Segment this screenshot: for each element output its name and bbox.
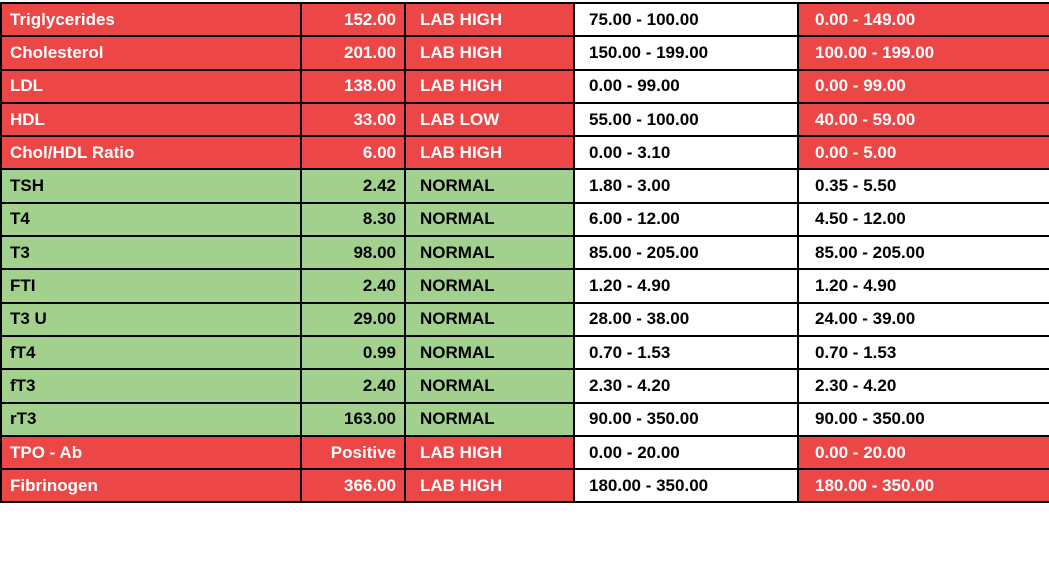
result-flag-cell: NORMAL <box>404 235 575 271</box>
optimal-range-cell: 0.00 - 99.00 <box>573 68 799 104</box>
optimal-range-cell: 180.00 - 350.00 <box>573 468 799 504</box>
table-row: TSH 2.42 NORMAL 1.80 - 3.00 0.35 - 5.50 <box>0 168 1049 204</box>
result-value-cell: 0.99 <box>300 334 406 371</box>
result-value-cell: 29.00 <box>300 301 406 337</box>
optimal-range-cell: 75.00 - 100.00 <box>573 1 799 38</box>
test-name-cell: FTI <box>0 268 302 304</box>
result-value-cell: 2.40 <box>300 368 406 404</box>
table-row: T3 U 29.00 NORMAL 28.00 - 38.00 24.00 - 39.0… <box>0 301 1049 337</box>
table-row: HDL 33.00 LAB LOW 55.00 - 100.00 40.00 - 59.… <box>0 101 1049 138</box>
result-value-cell: 163.00 <box>300 401 406 437</box>
optimal-range-cell: 85.00 - 205.00 <box>573 235 799 271</box>
optimal-range-cell: 1.20 - 4.90 <box>573 268 799 304</box>
standard-range-cell: 1.20 - 4.90 <box>797 268 1049 304</box>
result-flag-cell: LAB HIGH <box>404 35 575 71</box>
optimal-range-cell: 90.00 - 350.00 <box>573 401 799 437</box>
test-name-cell: TPO - Ab <box>0 434 302 471</box>
test-name-cell: Triglycerides <box>0 1 302 38</box>
test-name-cell: rT3 <box>0 401 302 437</box>
standard-range-cell: 0.35 - 5.50 <box>797 168 1049 204</box>
standard-range-cell: 100.00 - 199.00 <box>797 35 1049 71</box>
standard-range-cell: 180.00 - 350.00 <box>797 468 1049 504</box>
test-name-cell: LDL <box>0 68 302 104</box>
optimal-range-cell: 55.00 - 100.00 <box>573 101 799 138</box>
table-row: T3 98.00 NORMAL 85.00 - 205.00 85.00 - 205.0… <box>0 235 1049 271</box>
optimal-range-cell: 0.00 - 20.00 <box>573 434 799 471</box>
table-row: Triglycerides 152.00 LAB HIGH 75.00 - 100.0… <box>0 1 1049 38</box>
test-name-cell: HDL <box>0 101 302 138</box>
table-row: FTI 2.40 NORMAL 1.20 - 4.90 1.20 - 4.90 <box>0 268 1049 304</box>
test-name-cell: Fibrinogen <box>0 468 302 504</box>
result-flag-cell: NORMAL <box>404 401 575 437</box>
test-name-cell: T3 U <box>0 301 302 337</box>
result-flag-cell: LAB HIGH <box>404 135 575 171</box>
standard-range-cell: 24.00 - 39.00 <box>797 301 1049 337</box>
lab-results-table: Triglycerides 152.00 LAB HIGH 75.00 - 100.0… <box>0 1 1049 504</box>
result-value-cell: 366.00 <box>300 468 406 504</box>
result-value-cell: 8.30 <box>300 201 406 238</box>
result-flag-cell: LAB HIGH <box>404 434 575 471</box>
standard-range-cell: 4.50 - 12.00 <box>797 201 1049 238</box>
result-value-cell: 2.40 <box>300 268 406 304</box>
result-flag-cell: NORMAL <box>404 368 575 404</box>
standard-range-cell: 0.00 - 149.00 <box>797 1 1049 38</box>
standard-range-cell: 0.00 - 99.00 <box>797 68 1049 104</box>
table-row: T4 8.30 NORMAL 6.00 - 12.00 4.50 - 12.00 <box>0 201 1049 238</box>
table-row: Cholesterol 201.00 LAB HIGH 150.00 - 199.00… <box>0 35 1049 71</box>
result-value-cell: 2.42 <box>300 168 406 204</box>
optimal-range-cell: 6.00 - 12.00 <box>573 201 799 238</box>
result-value-cell: 98.00 <box>300 235 406 271</box>
test-name-cell: T4 <box>0 201 302 238</box>
test-name-cell: Cholesterol <box>0 35 302 71</box>
result-flag-cell: NORMAL <box>404 201 575 238</box>
test-name-cell: TSH <box>0 168 302 204</box>
result-value-cell: 201.00 <box>300 35 406 71</box>
result-value-cell: 138.00 <box>300 68 406 104</box>
table-row: fT4 0.99 NORMAL 0.70 - 1.53 0.70 - 1.53 <box>0 334 1049 371</box>
optimal-range-cell: 0.00 - 3.10 <box>573 135 799 171</box>
standard-range-cell: 0.00 - 20.00 <box>797 434 1049 471</box>
table-row: LDL 138.00 LAB HIGH 0.00 - 99.00 0.00 - 99.0… <box>0 68 1049 104</box>
optimal-range-cell: 2.30 - 4.20 <box>573 368 799 404</box>
result-flag-cell: NORMAL <box>404 268 575 304</box>
optimal-range-cell: 28.00 - 38.00 <box>573 301 799 337</box>
result-flag-cell: LAB HIGH <box>404 468 575 504</box>
result-flag-cell: LAB HIGH <box>404 1 575 38</box>
lab-results-body: Triglycerides 152.00 LAB HIGH 75.00 - 100.0… <box>0 1 1049 504</box>
table-row: Chol/HDL Ratio 6.00 LAB HIGH 0.00 - 3.10 0.0… <box>0 135 1049 171</box>
test-name-cell: fT4 <box>0 334 302 371</box>
result-value-cell: 152.00 <box>300 1 406 38</box>
result-flag-cell: LAB LOW <box>404 101 575 138</box>
result-flag-cell: LAB HIGH <box>404 68 575 104</box>
result-flag-cell: NORMAL <box>404 168 575 204</box>
optimal-range-cell: 150.00 - 199.00 <box>573 35 799 71</box>
table-row: Fibrinogen 366.00 LAB HIGH 180.00 - 350.00 1… <box>0 468 1049 504</box>
result-value-cell: 6.00 <box>300 135 406 171</box>
table-row: rT3 163.00 NORMAL 90.00 - 350.00 90.00 - 350… <box>0 401 1049 437</box>
test-name-cell: Chol/HDL Ratio <box>0 135 302 171</box>
result-flag-cell: NORMAL <box>404 301 575 337</box>
result-value-cell: Positive <box>300 434 406 471</box>
standard-range-cell: 0.70 - 1.53 <box>797 334 1049 371</box>
table-row: TPO - Ab Positive LAB HIGH 0.00 - 20.00 0.00… <box>0 434 1049 471</box>
optimal-range-cell: 1.80 - 3.00 <box>573 168 799 204</box>
standard-range-cell: 40.00 - 59.00 <box>797 101 1049 138</box>
test-name-cell: fT3 <box>0 368 302 404</box>
standard-range-cell: 0.00 - 5.00 <box>797 135 1049 171</box>
standard-range-cell: 2.30 - 4.20 <box>797 368 1049 404</box>
table-row: fT3 2.40 NORMAL 2.30 - 4.20 2.30 - 4.20 <box>0 368 1049 404</box>
standard-range-cell: 85.00 - 205.00 <box>797 235 1049 271</box>
standard-range-cell: 90.00 - 350.00 <box>797 401 1049 437</box>
result-value-cell: 33.00 <box>300 101 406 138</box>
optimal-range-cell: 0.70 - 1.53 <box>573 334 799 371</box>
result-flag-cell: NORMAL <box>404 334 575 371</box>
test-name-cell: T3 <box>0 235 302 271</box>
